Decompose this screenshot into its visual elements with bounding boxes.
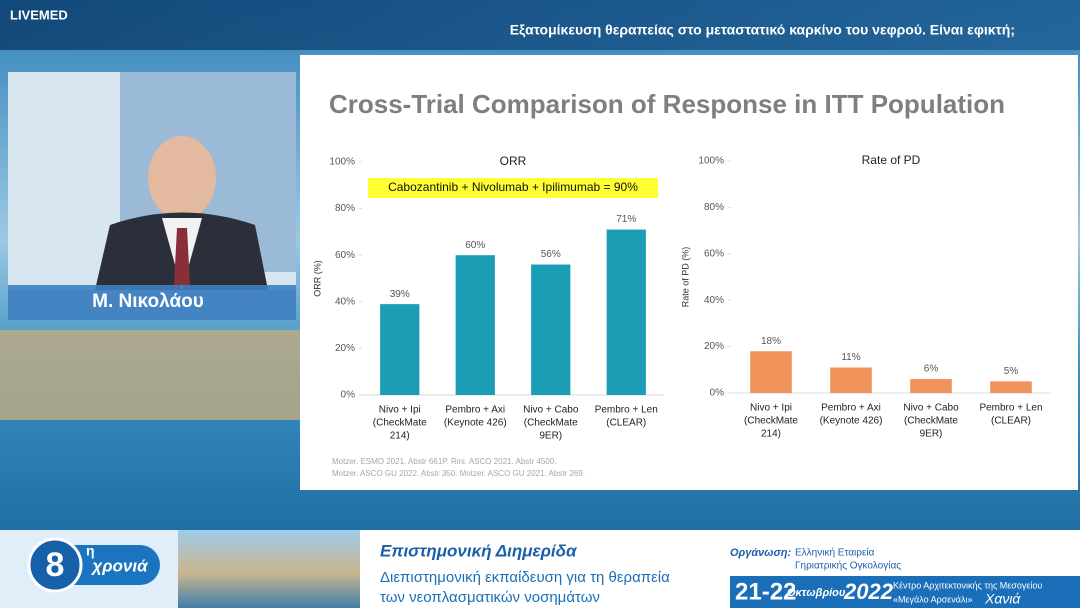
value-label: 6% <box>924 364 939 375</box>
venue: «Μεγάλο Αρσενάλι» <box>893 594 973 604</box>
bar <box>455 255 495 395</box>
slide: Cross-Trial Comparison of Response in IT… <box>300 55 1078 490</box>
venue: Κέντρο Αρχιτεκτονικής της Μεσογείου <box>893 580 1042 590</box>
event-line: των νεοπλασματικών νοσημάτων <box>380 589 600 606</box>
annotation: Cabozantinib + Nivolumab + Ipilimumab = … <box>388 180 638 194</box>
chart-title: Rate of PD <box>862 153 921 167</box>
x-tick-label: 9ER) <box>920 429 943 440</box>
bar <box>380 304 420 395</box>
x-tick-label: (CheckMate <box>744 416 798 427</box>
logo-circle <box>27 537 83 593</box>
value-label: 60% <box>465 240 485 251</box>
event-line: Διεπιστημονική εκπαίδευση για τη θεραπεί… <box>380 569 670 586</box>
speaker-head <box>148 136 216 220</box>
session-title: Εξατομίκευση θεραπείας στο μεταστατικό κ… <box>510 22 1015 38</box>
x-tick-label: (Keynote 426) <box>444 418 507 429</box>
bar <box>750 351 792 393</box>
y-tick-label: 40% <box>704 295 724 306</box>
bar <box>990 381 1032 393</box>
brand: LIVEMED <box>10 7 68 22</box>
y-axis-label: ORR (%) <box>312 260 322 297</box>
x-tick-label: Pembro + Len <box>979 403 1042 414</box>
organizer: Γηριατρικής Ογκολογίας <box>795 560 901 572</box>
y-tick-label: 20% <box>704 341 724 352</box>
year: 2022 <box>843 579 894 604</box>
reference: Motzer. ASCO GU 2022. Abstr 350. Motzer.… <box>332 469 585 478</box>
edition-suffix: η <box>86 543 95 559</box>
slide-title: Cross-Trial Comparison of Response in IT… <box>329 89 1005 119</box>
x-tick-label: 214) <box>761 429 781 440</box>
x-tick-label: Pembro + Len <box>595 405 658 416</box>
value-label: 11% <box>841 352 860 363</box>
edition-number: 8 <box>46 546 65 584</box>
x-tick-label: (Keynote 426) <box>820 416 883 427</box>
y-tick-label: 80% <box>335 203 355 214</box>
name-band <box>8 285 296 320</box>
top-bar <box>0 0 1080 50</box>
dates: 21-22 <box>735 578 796 605</box>
x-tick-label: (CLEAR) <box>606 418 646 429</box>
slide-panel <box>300 55 1078 490</box>
speaker-name: Μ. Νικολάου <box>92 291 204 312</box>
x-tick-label: (CheckMate <box>904 416 958 427</box>
y-axis-label: Rate of PD (%) <box>680 247 690 308</box>
y-tick-label: 0% <box>710 388 725 399</box>
bar <box>606 229 646 395</box>
x-tick-label: Pembro + Axi <box>445 405 505 416</box>
x-tick-label: Pembro + Axi <box>821 403 881 414</box>
city: Χανιά <box>984 591 1021 607</box>
event-title: Επιστημονική Διημερίδα <box>380 541 578 560</box>
value-label: 39% <box>390 289 410 300</box>
x-tick-label: (CheckMate <box>524 418 578 429</box>
y-tick-label: 40% <box>335 296 355 307</box>
annotation-box <box>368 178 658 198</box>
date-band <box>730 576 1080 608</box>
month: Οκτωβρίου <box>787 587 846 599</box>
reference: Motzer. ESMO 2021. Abstr 661P. Rini. ASC… <box>332 457 556 466</box>
x-tick-label: (CheckMate <box>373 418 427 429</box>
organizer: Ελληνική Εταιρεία <box>795 547 875 559</box>
y-tick-label: 60% <box>704 248 724 259</box>
x-tick-label: (CLEAR) <box>991 416 1031 427</box>
fortress <box>0 330 300 420</box>
y-tick-label: 20% <box>335 343 355 354</box>
y-tick-label: 60% <box>335 250 355 261</box>
chart-title: ORR <box>500 154 527 168</box>
value-label: 56% <box>541 249 561 260</box>
value-label: 5% <box>1004 366 1019 377</box>
edition-word: χρονιά <box>90 556 149 575</box>
x-tick-label: Nivo + Cabo <box>523 405 579 416</box>
y-tick-label: 100% <box>698 156 724 167</box>
x-tick-label: Nivo + Ipi <box>379 405 421 416</box>
bar <box>910 379 952 393</box>
y-tick-label: 0% <box>341 390 356 401</box>
value-label: 18% <box>761 336 781 347</box>
y-tick-label: 80% <box>704 202 724 213</box>
bar <box>531 264 571 395</box>
x-tick-label: Nivo + Cabo <box>903 403 959 414</box>
bar <box>830 367 872 393</box>
organizer-label: Οργάνωση: <box>730 547 791 559</box>
x-tick-label: 214) <box>390 431 410 442</box>
x-tick-label: 9ER) <box>539 431 562 442</box>
tie <box>174 228 190 285</box>
x-tick-label: Nivo + Ipi <box>750 403 792 414</box>
y-tick-label: 100% <box>329 157 355 168</box>
value-label: 71% <box>616 214 636 225</box>
harbor-photo <box>178 530 360 608</box>
